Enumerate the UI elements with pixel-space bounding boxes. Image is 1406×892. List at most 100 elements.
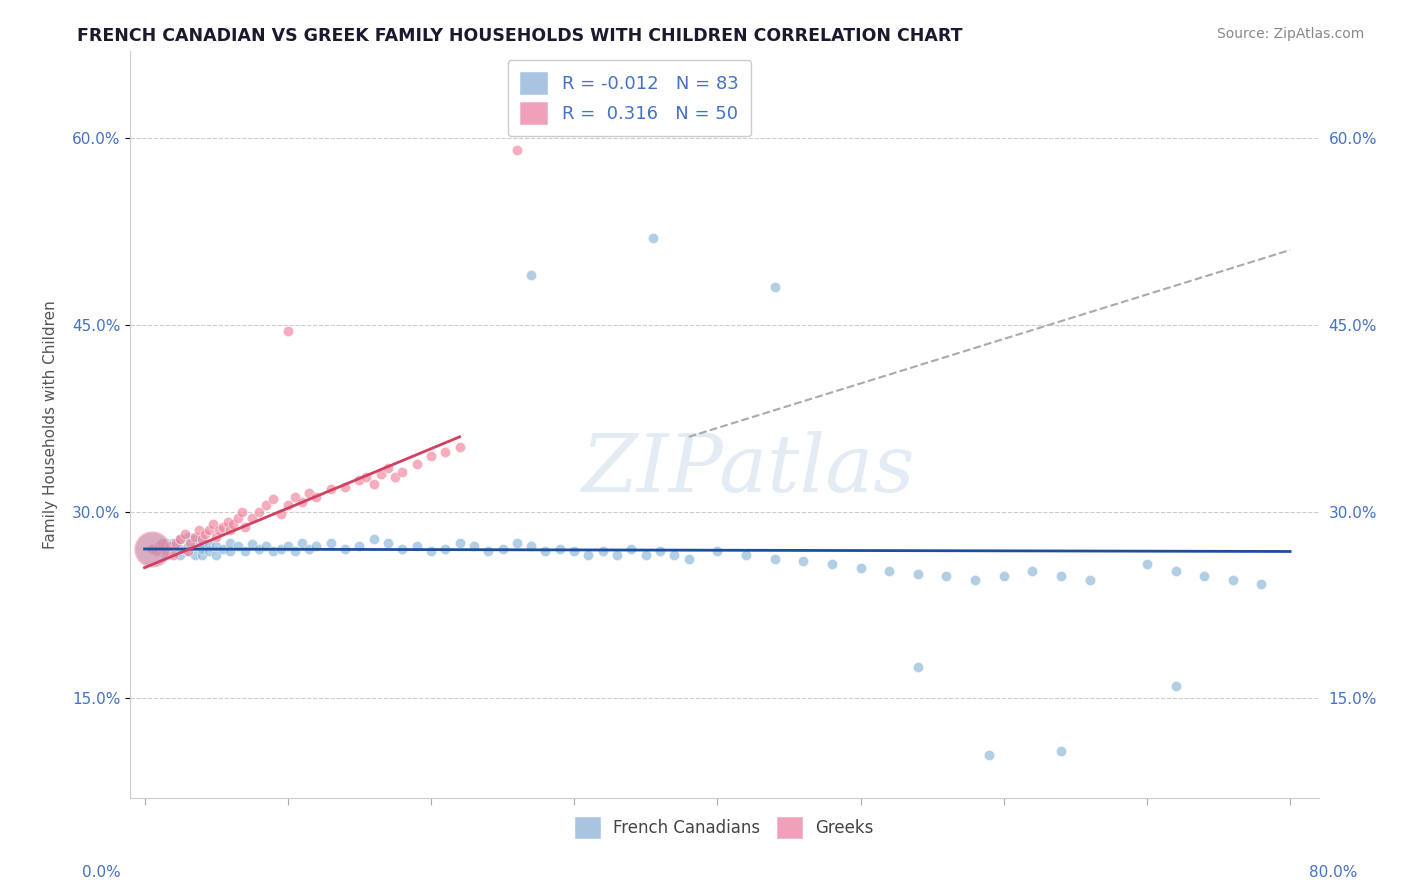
Point [231,505,253,519]
Text: ZIPatlas: ZIPatlas [582,431,915,508]
Point [763,552,786,566]
Point [141,541,163,556]
Point [606,548,628,562]
Point [849,560,872,574]
Point [319,535,342,549]
Point [141,541,163,556]
Point [333,541,356,556]
Point [578,548,600,562]
Point [907,660,929,674]
Point [792,554,814,568]
Point [634,548,657,562]
Point [449,535,471,549]
Point [405,457,427,471]
Point [277,540,299,554]
Point [1192,569,1215,583]
Point [270,507,292,521]
Point [233,544,256,558]
Point [141,541,163,556]
Point [664,548,686,562]
Point [191,548,214,562]
Point [1078,573,1101,587]
Point [247,541,270,556]
Point [356,469,378,483]
Point [277,499,299,513]
Point [1050,744,1073,758]
Point [191,532,214,546]
Point [150,535,173,549]
Point [405,540,427,554]
Point [979,747,1001,762]
Point [159,540,181,554]
Point [277,324,299,338]
Point [763,280,786,294]
Point [233,519,256,533]
Point [391,465,413,479]
Point [240,511,263,525]
Point [141,541,163,556]
Point [217,515,239,529]
Point [349,474,371,488]
Point [907,566,929,581]
Point [162,548,184,562]
Point [363,532,385,546]
Point [620,541,643,556]
Point [212,519,235,533]
Point [183,540,205,554]
Point [477,544,499,558]
Point [194,527,217,541]
Point [319,482,342,496]
Point [198,524,221,538]
Point [434,541,457,556]
Point [562,544,585,558]
Point [520,268,543,282]
Text: 80.0%: 80.0% [1309,865,1357,880]
Point [706,544,728,558]
Point [506,144,529,158]
Point [648,544,671,558]
Point [305,540,328,554]
Point [155,535,177,549]
Point [298,486,321,500]
Legend: French Canadians, Greeks: French Canadians, Greeks [567,809,882,846]
Point [735,548,758,562]
Point [678,552,700,566]
Text: FRENCH CANADIAN VS GREEK FAMILY HOUSEHOLDS WITH CHILDREN CORRELATION CHART: FRENCH CANADIAN VS GREEK FAMILY HOUSEHOL… [77,27,963,45]
Point [506,535,529,549]
Point [1164,679,1187,693]
Point [349,540,371,554]
Point [963,573,986,587]
Point [183,529,205,543]
Point [384,469,406,483]
Point [254,540,277,554]
Point [208,524,231,538]
Point [212,541,235,556]
Point [592,544,614,558]
Point [162,544,184,558]
Point [370,467,392,482]
Point [641,230,664,244]
Point [219,544,242,558]
Point [247,505,270,519]
Point [176,544,198,558]
Point [333,480,356,494]
Point [148,540,170,554]
Point [534,544,557,558]
Point [198,544,221,558]
Point [254,499,277,513]
Point [222,517,245,532]
Point [205,540,228,554]
Point [291,535,314,549]
Point [176,544,198,558]
Point [198,537,221,551]
Point [219,524,242,538]
Point [183,548,205,562]
Point [262,544,284,558]
Point [165,535,187,549]
Point [284,544,307,558]
Point [491,541,513,556]
Point [173,527,195,541]
Point [183,532,205,546]
Point [1164,565,1187,579]
Point [169,548,191,562]
